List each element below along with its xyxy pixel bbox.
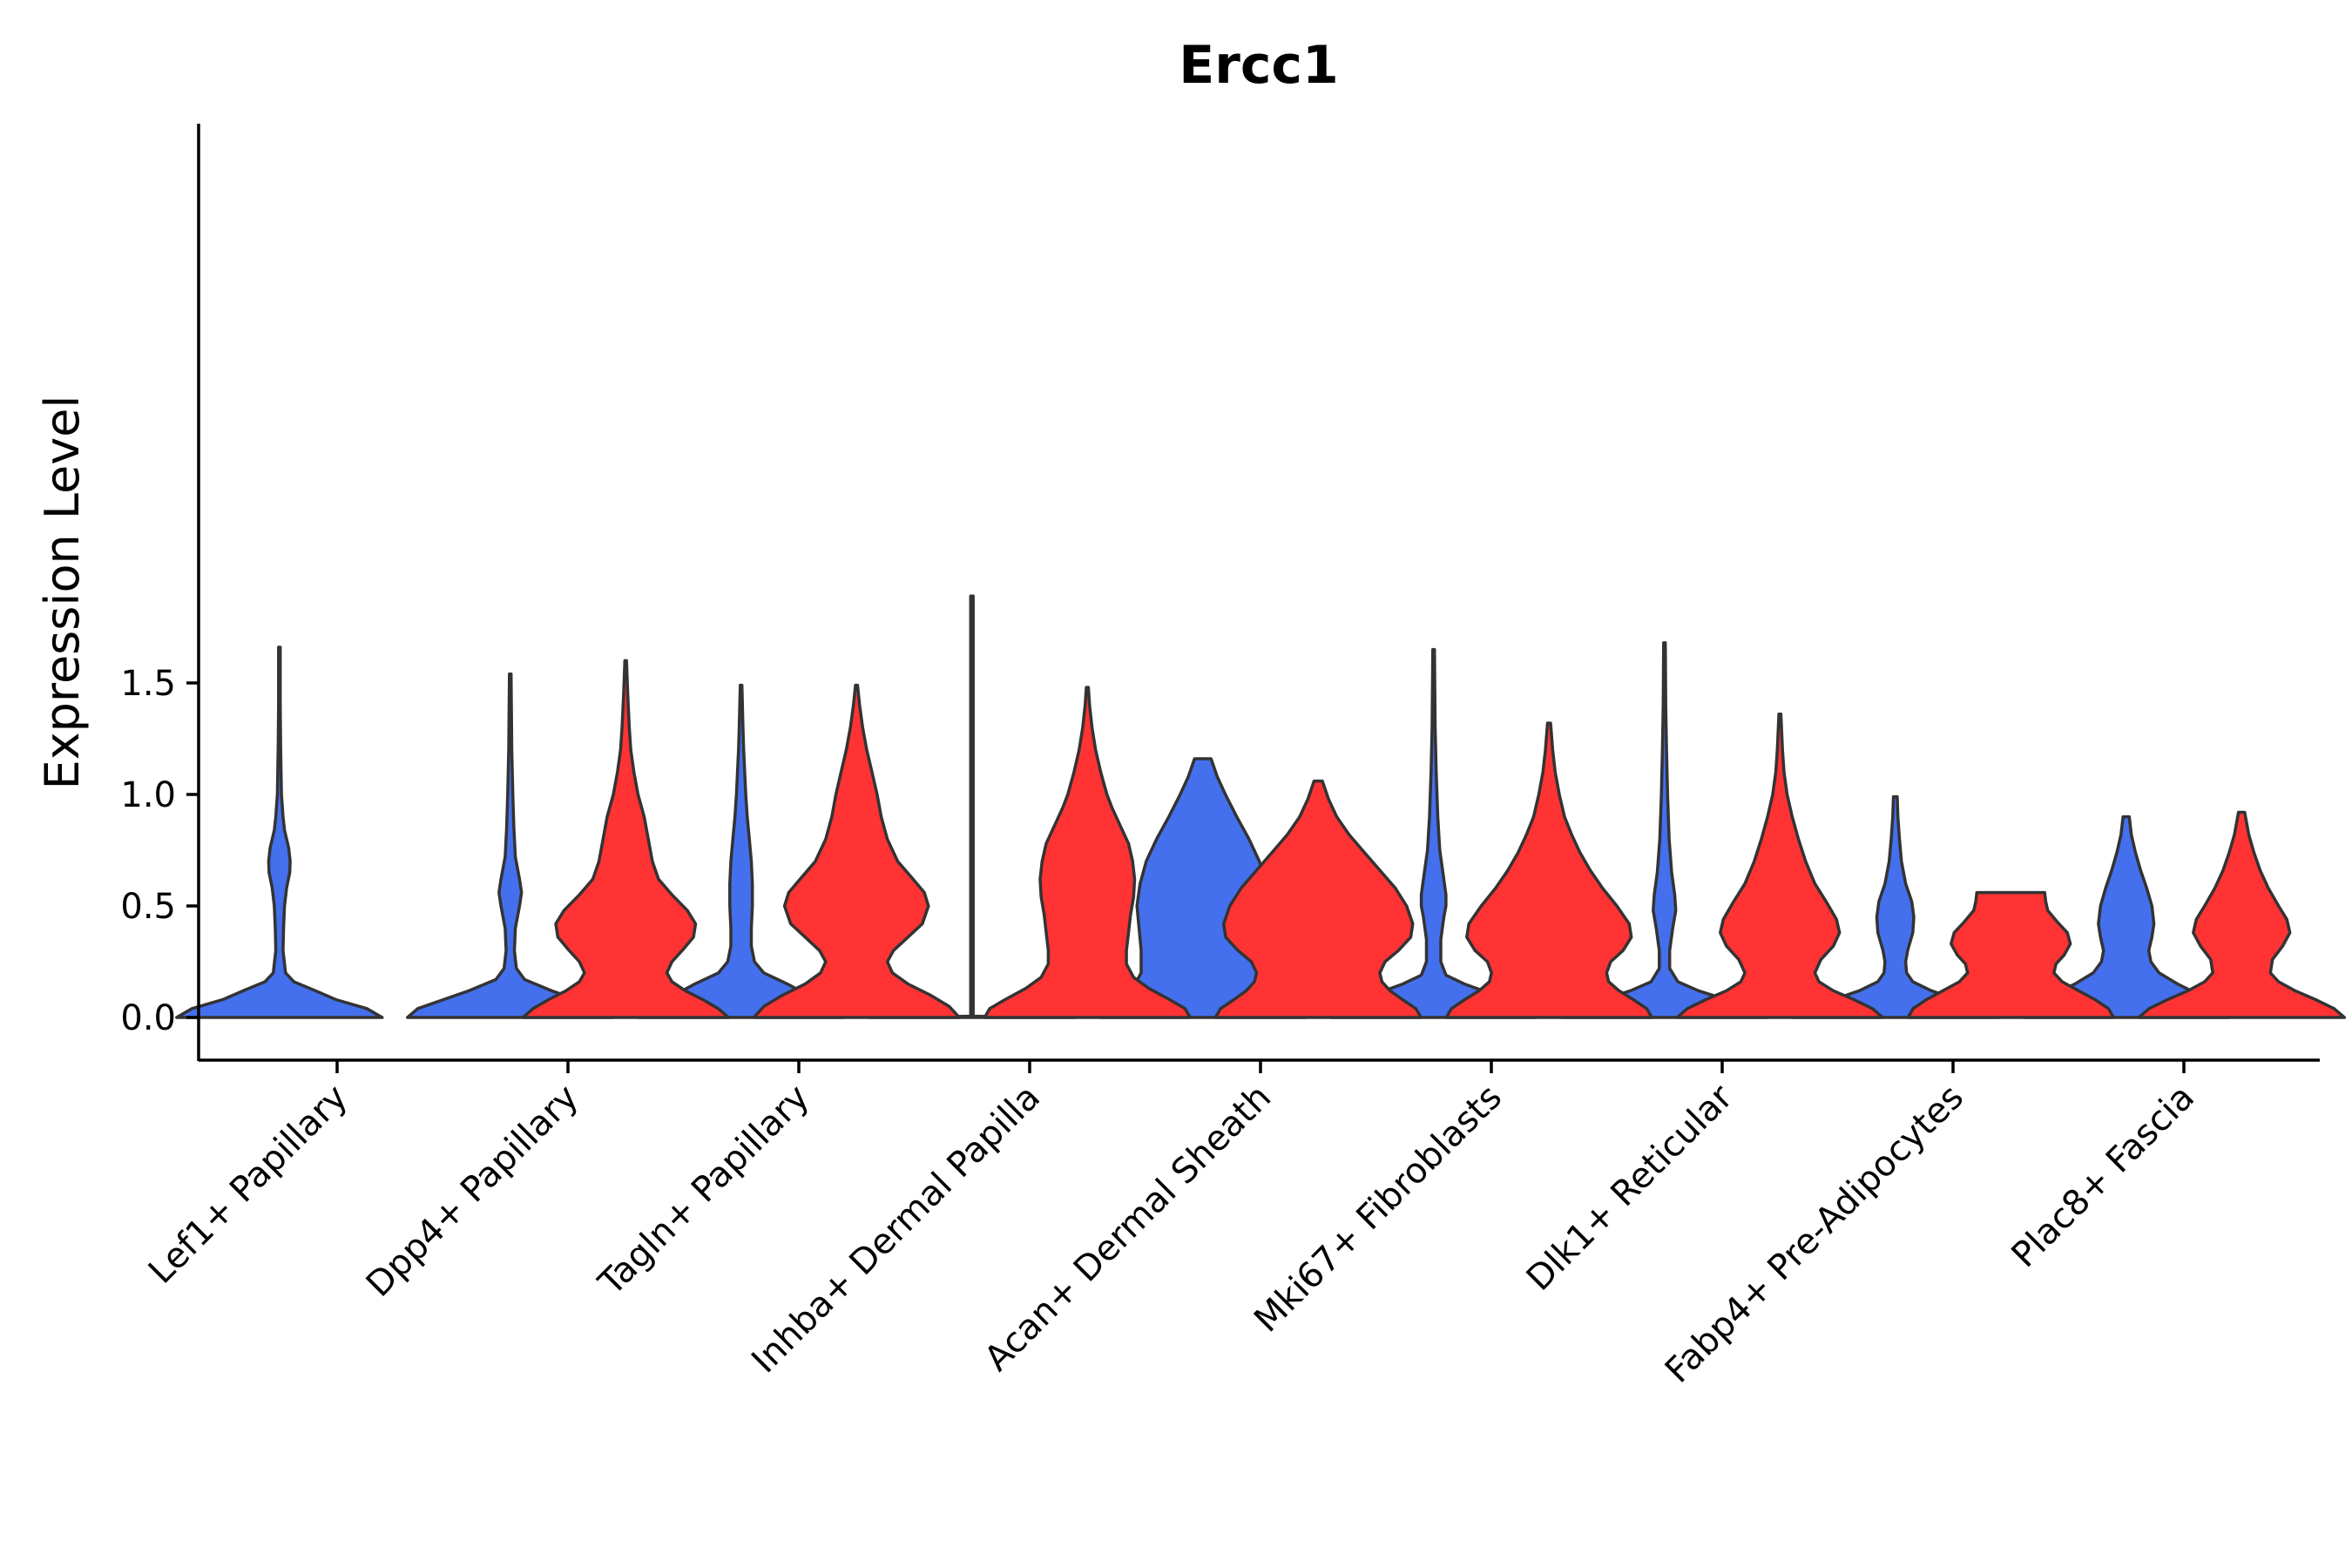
violin-left-0 — [175, 645, 384, 1019]
violin-right-5 — [1444, 721, 1654, 1019]
violin-right-1 — [521, 659, 731, 1019]
violin-right-2 — [752, 683, 962, 1019]
x-tick-label: Dlk1+ Reticular — [1519, 1077, 1741, 1299]
violin-right-3 — [983, 686, 1193, 1019]
violin-right-8 — [2137, 810, 2347, 1019]
chart-title: Ercc1 — [1179, 35, 1338, 96]
violin-right-4 — [1213, 779, 1423, 1019]
violin-group — [175, 594, 2347, 1019]
x-tick-label: Plac8+ Fascia — [2004, 1078, 2203, 1276]
violin-left-1 — [406, 672, 615, 1019]
violin-left-7 — [1791, 794, 2000, 1019]
y-axis-label: Expression Level — [35, 395, 90, 790]
violin-left-6 — [1560, 641, 1769, 1019]
x-tick-label: Dpp4+ Papillary — [359, 1078, 586, 1305]
violin-right-7 — [1906, 890, 2116, 1019]
violin-left-3 — [868, 594, 1077, 1019]
x-tick-label: Tagln+ Papillary — [591, 1078, 817, 1304]
violin-left-2 — [637, 683, 846, 1019]
x-tick-label: Lef1+ Papillary — [141, 1078, 355, 1292]
y-tick-label: 0.5 — [120, 887, 176, 927]
x-tick-label: Mki67+ Fibroblasts — [1247, 1078, 1510, 1341]
violin-left-5 — [1329, 647, 1538, 1019]
violin-right-6 — [1675, 713, 1885, 1019]
violin-left-8 — [2022, 814, 2231, 1019]
y-axis-ticks: 0.0 0.5 1.0 1.5 — [120, 664, 199, 1038]
y-tick-label: 1.5 — [120, 664, 176, 704]
x-axis-ticks: Lef1+ Papillary Dpp4+ Papillary Tagln+ Pap… — [141, 1060, 2202, 1391]
y-tick-label: 0.0 — [120, 998, 176, 1038]
y-tick-label: 1.0 — [120, 775, 176, 815]
